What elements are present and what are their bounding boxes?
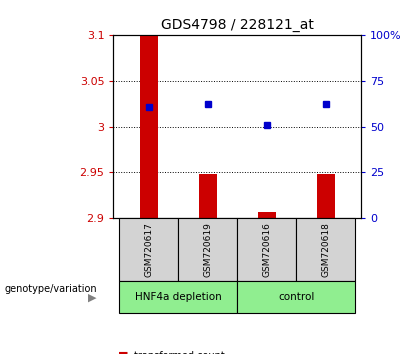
- Title: GDS4798 / 228121_at: GDS4798 / 228121_at: [161, 18, 314, 32]
- Text: HNF4a depletion: HNF4a depletion: [135, 292, 222, 302]
- Bar: [258, 212, 276, 218]
- Text: GSM720616: GSM720616: [262, 222, 271, 277]
- Text: transformed count: transformed count: [134, 351, 225, 354]
- Text: ▶: ▶: [88, 292, 97, 302]
- FancyBboxPatch shape: [119, 281, 237, 313]
- Text: control: control: [278, 292, 315, 302]
- Text: GSM720618: GSM720618: [321, 222, 330, 277]
- Bar: [317, 174, 335, 218]
- FancyBboxPatch shape: [237, 218, 296, 281]
- Bar: [199, 174, 217, 218]
- Text: genotype/variation: genotype/variation: [4, 284, 97, 294]
- FancyBboxPatch shape: [178, 218, 237, 281]
- Text: GSM720617: GSM720617: [144, 222, 153, 277]
- FancyBboxPatch shape: [119, 218, 178, 281]
- Text: ■: ■: [118, 351, 128, 354]
- Bar: [140, 35, 158, 218]
- FancyBboxPatch shape: [296, 218, 355, 281]
- Text: GSM720619: GSM720619: [203, 222, 212, 277]
- FancyBboxPatch shape: [237, 281, 355, 313]
